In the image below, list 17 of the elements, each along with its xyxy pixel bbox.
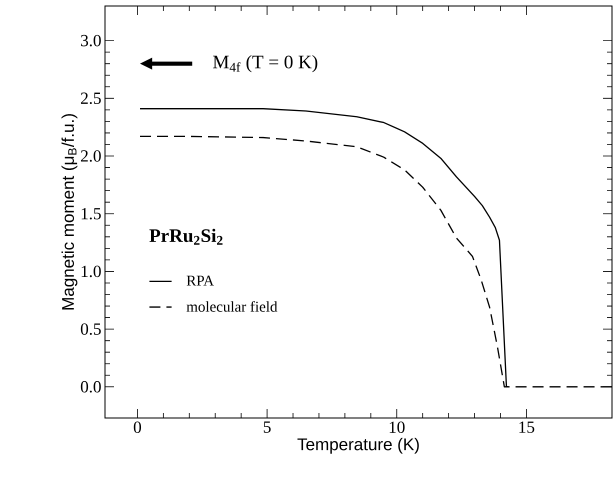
x-tick-label: 15 — [519, 422, 534, 433]
y-tick-label: 2.0 — [80, 150, 101, 162]
y-tick-label: 2.5 — [80, 92, 101, 104]
legend-label: molecular field — [186, 301, 278, 312]
y-tick-label: 0.0 — [80, 381, 101, 393]
x-axis-title: Temperature (K) — [297, 438, 419, 454]
x-tick-label: 10 — [390, 422, 405, 433]
x-tick-label: 5 — [264, 422, 271, 433]
y-tick-label: 1.5 — [82, 208, 101, 220]
y-axis-title: Magnetic moment (μ$_{B}$/f.u.) — [62, 114, 78, 310]
y-tick-label: 3.0 — [81, 34, 101, 46]
y-tick-label: 1.0 — [82, 266, 101, 278]
annotation: PrRu$_{2}$Si$_{2}$ — [149, 228, 223, 245]
legend-label: RPA — [186, 276, 214, 286]
annotation: M$_{4f}$ (T = 0 K) — [213, 55, 318, 72]
x-tick-label: 0 — [134, 422, 142, 433]
y-tick-label: 0.5 — [80, 323, 101, 335]
